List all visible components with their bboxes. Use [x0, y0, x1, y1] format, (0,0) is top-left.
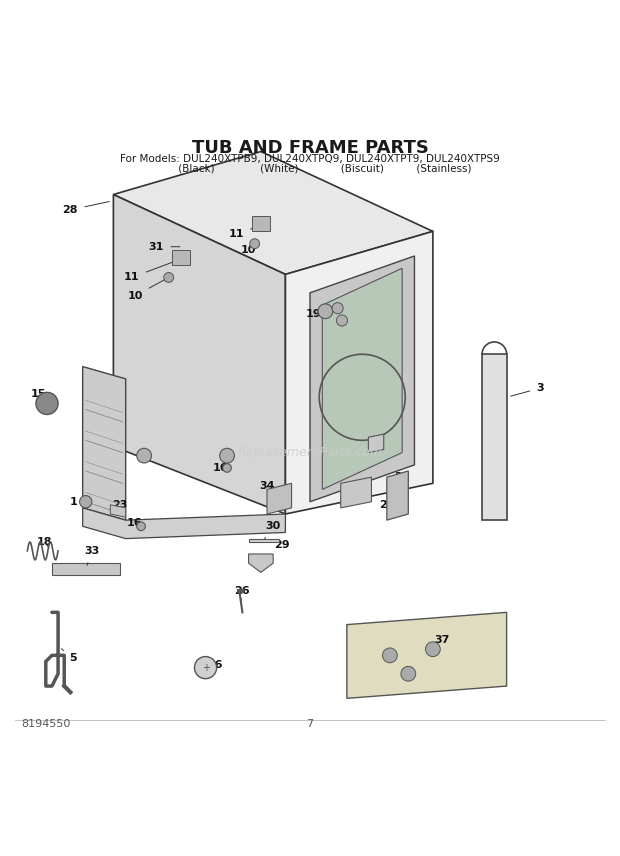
- Text: +: +: [202, 663, 210, 673]
- Circle shape: [332, 303, 343, 313]
- Text: 18: 18: [37, 537, 52, 548]
- Polygon shape: [249, 538, 279, 542]
- Circle shape: [250, 239, 260, 248]
- Circle shape: [195, 657, 216, 679]
- Text: 15: 15: [31, 389, 47, 403]
- Polygon shape: [82, 508, 285, 538]
- Text: 16: 16: [213, 463, 229, 473]
- Circle shape: [219, 449, 234, 463]
- Text: 3: 3: [511, 383, 544, 396]
- Polygon shape: [368, 434, 384, 453]
- Circle shape: [137, 449, 151, 463]
- Polygon shape: [249, 554, 273, 573]
- Text: 7: 7: [306, 719, 314, 729]
- Text: 36: 36: [207, 660, 223, 669]
- Text: 8194550: 8194550: [21, 719, 71, 729]
- Circle shape: [79, 496, 92, 508]
- Text: 29: 29: [270, 540, 290, 556]
- Bar: [252, 216, 270, 231]
- Polygon shape: [267, 484, 291, 514]
- Circle shape: [164, 272, 174, 282]
- Text: 23: 23: [112, 500, 127, 511]
- Polygon shape: [285, 231, 433, 514]
- Text: 10: 10: [127, 279, 165, 301]
- Text: 2: 2: [374, 432, 381, 443]
- Polygon shape: [113, 194, 285, 514]
- Circle shape: [383, 648, 397, 663]
- Text: 5: 5: [61, 649, 78, 663]
- Text: 10: 10: [241, 245, 256, 255]
- Text: 1: 1: [69, 496, 86, 507]
- Text: 20: 20: [394, 473, 410, 490]
- Polygon shape: [482, 354, 507, 520]
- Polygon shape: [310, 256, 414, 502]
- Circle shape: [36, 392, 58, 414]
- Polygon shape: [110, 505, 126, 517]
- Text: 26: 26: [234, 586, 250, 600]
- Circle shape: [337, 315, 347, 326]
- Text: 33: 33: [84, 546, 99, 565]
- Text: 21: 21: [379, 500, 394, 510]
- Text: 34: 34: [259, 481, 279, 499]
- Circle shape: [401, 667, 415, 681]
- Text: 31: 31: [149, 241, 180, 252]
- Text: 28: 28: [63, 201, 109, 215]
- Text: 11: 11: [124, 260, 177, 282]
- Text: 16: 16: [127, 518, 143, 528]
- Text: 8: 8: [327, 361, 335, 372]
- Polygon shape: [341, 477, 371, 508]
- Polygon shape: [82, 366, 126, 520]
- Text: ReplacementParts.com: ReplacementParts.com: [237, 446, 383, 459]
- Polygon shape: [113, 152, 433, 275]
- Text: 11: 11: [229, 227, 257, 240]
- Polygon shape: [52, 563, 120, 575]
- Bar: [172, 250, 190, 265]
- Circle shape: [137, 522, 145, 531]
- Polygon shape: [387, 471, 409, 520]
- Text: (Black)              (White)             (Biscuit)          (Stainless): (Black) (White) (Biscuit) (Stainless): [149, 163, 471, 174]
- Text: 30: 30: [264, 521, 281, 540]
- Polygon shape: [347, 612, 507, 698]
- Polygon shape: [322, 268, 402, 490]
- Circle shape: [318, 304, 333, 318]
- Text: For Models: DUL240XTPB9, DUL240XTPQ9, DUL240XTPT9, DUL240XTPS9: For Models: DUL240XTPB9, DUL240XTPQ9, DU…: [120, 154, 500, 164]
- Text: 37: 37: [427, 635, 449, 649]
- Circle shape: [223, 464, 231, 473]
- Text: 35: 35: [342, 484, 358, 495]
- Text: 19: 19: [305, 309, 334, 319]
- Circle shape: [425, 642, 440, 657]
- Text: TUB AND FRAME PARTS: TUB AND FRAME PARTS: [192, 140, 428, 158]
